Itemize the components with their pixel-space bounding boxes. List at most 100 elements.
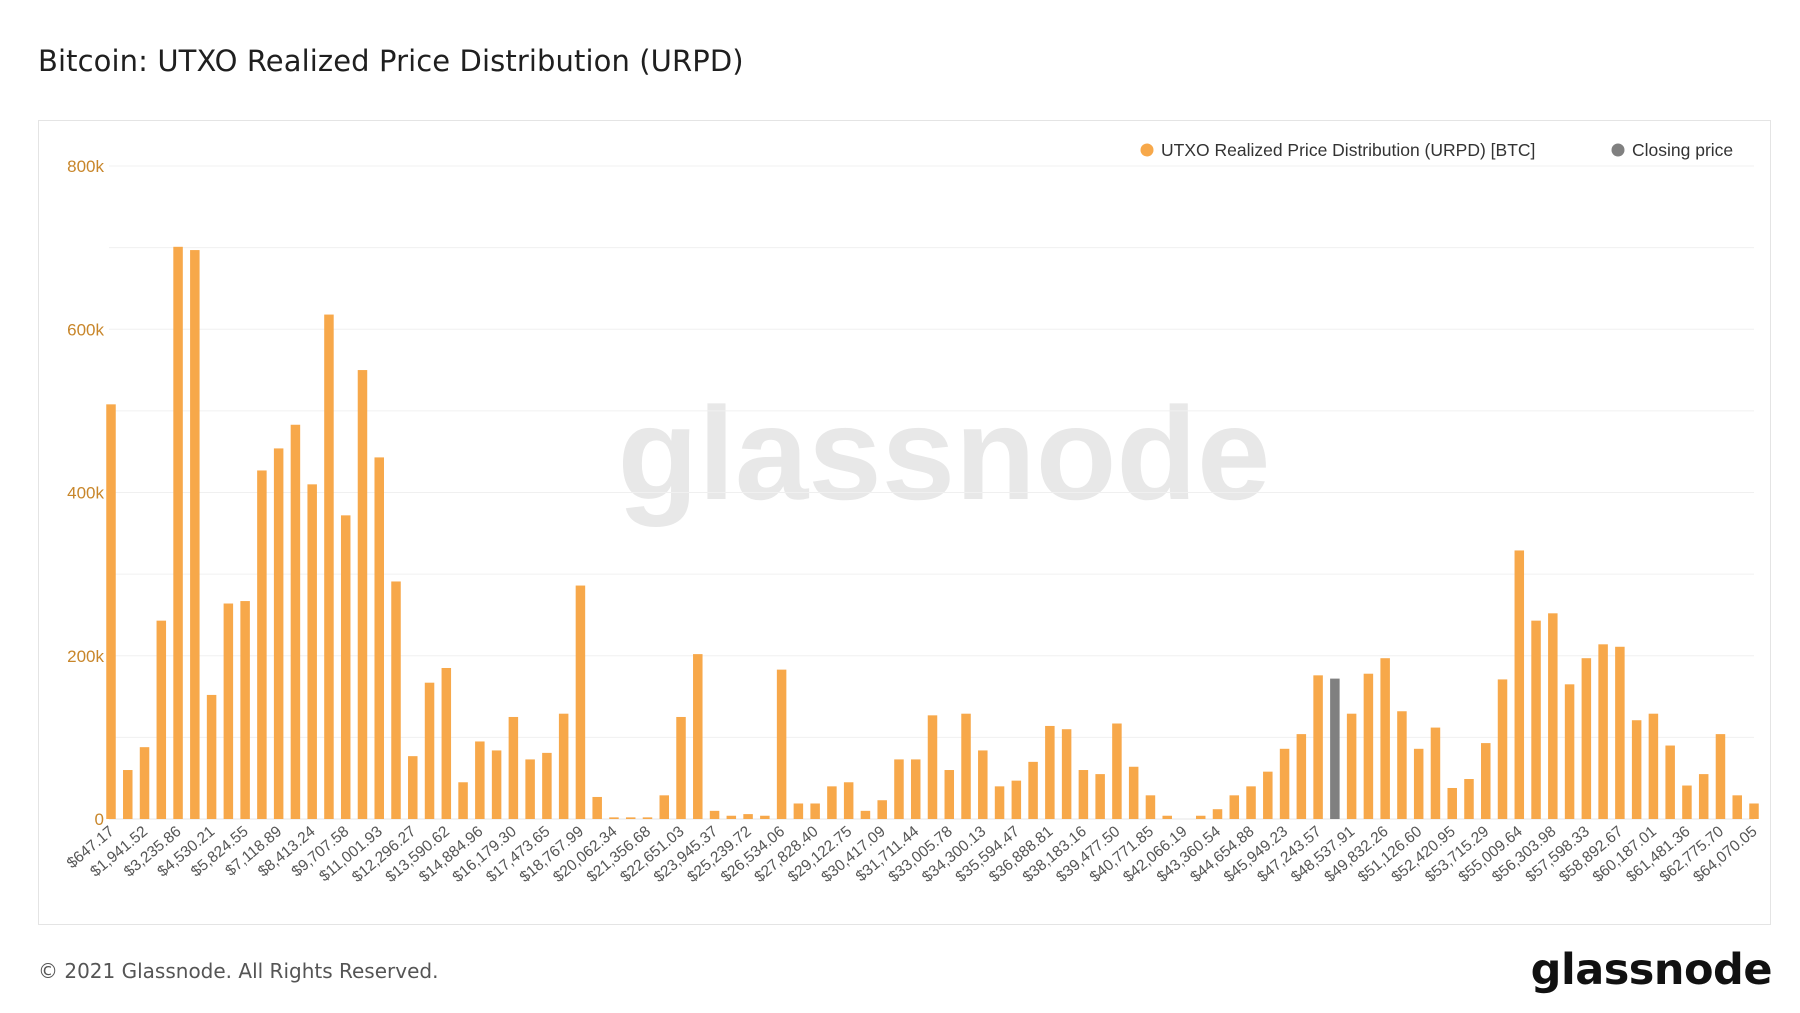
urpd-bar — [374, 457, 384, 819]
urpd-bar — [1430, 727, 1441, 819]
copyright-text: © 2021 Glassnode. All Rights Reserved. — [38, 959, 439, 983]
urpd-bar — [843, 782, 854, 819]
urpd-bar — [625, 817, 636, 819]
urpd-bar — [693, 654, 703, 819]
urpd-bar — [709, 810, 720, 819]
urpd-bar — [441, 667, 452, 819]
urpd-bar — [123, 770, 133, 819]
urpd-bar — [1397, 711, 1407, 819]
urpd-bar — [1598, 644, 1608, 819]
urpd-bar — [1665, 745, 1675, 819]
urpd-bar — [1481, 743, 1491, 819]
urpd-bar — [894, 759, 904, 819]
urpd-bar — [408, 756, 418, 819]
urpd-bar — [776, 669, 787, 819]
urpd-chart: glassnode 0 200k 400k 600k 800k $647.17$1,94… — [64, 140, 1761, 886]
urpd-bar — [106, 404, 116, 819]
urpd-bar — [558, 713, 569, 819]
urpd-bar — [1564, 684, 1575, 819]
y-tick-label: 600k — [67, 320, 104, 339]
legend-marker-urpd — [1140, 143, 1154, 157]
urpd-bar — [676, 716, 686, 819]
urpd-bar — [575, 585, 586, 819]
bars — [106, 246, 1759, 819]
urpd-bar — [223, 603, 234, 819]
urpd-bar — [1078, 770, 1089, 819]
urpd-bar — [257, 470, 267, 819]
y-tick-label: 800k — [67, 157, 104, 176]
urpd-bar — [1363, 673, 1374, 819]
urpd-bar — [1682, 785, 1692, 819]
urpd-bar — [508, 716, 519, 819]
urpd-bar — [978, 750, 988, 819]
urpd-bar — [475, 741, 485, 819]
urpd-bar — [525, 759, 535, 819]
urpd-bar — [1279, 748, 1290, 819]
urpd-bar — [156, 620, 167, 819]
glassnode-logo: glassnode — [1530, 945, 1773, 995]
legend-marker-closing-price — [1611, 143, 1625, 157]
urpd-bar — [240, 601, 250, 819]
urpd-bar — [173, 246, 183, 819]
urpd-bar — [1514, 550, 1525, 819]
urpd-bar — [424, 682, 435, 819]
urpd-bar — [1095, 774, 1105, 819]
urpd-bar — [324, 314, 334, 819]
urpd-bar — [994, 786, 1005, 819]
urpd-bar — [391, 581, 401, 819]
urpd-bar — [1548, 613, 1558, 819]
urpd-bar — [877, 800, 887, 819]
urpd-bar — [1581, 658, 1592, 819]
urpd-bar — [1045, 725, 1055, 819]
y-tick-label: 0 — [95, 810, 104, 829]
urpd-bar — [290, 424, 301, 819]
urpd-bar — [642, 817, 653, 819]
urpd-bar — [1061, 729, 1072, 819]
urpd-bar — [1296, 734, 1307, 819]
urpd-bar — [592, 796, 602, 819]
urpd-bar — [1195, 815, 1206, 819]
urpd-bar — [1447, 787, 1457, 819]
urpd-bar — [1380, 658, 1390, 819]
x-axis: $647.17$1,941.52$3,235.86$4,530.21$5,824… — [64, 823, 1761, 886]
urpd-bar — [1698, 774, 1709, 819]
urpd-bar — [1464, 779, 1474, 819]
urpd-bar — [1648, 713, 1659, 819]
watermark: glassnode — [618, 380, 1271, 527]
urpd-bar — [1749, 803, 1759, 819]
urpd-bar — [273, 448, 284, 819]
urpd-bar — [944, 770, 955, 819]
urpd-bar — [1497, 679, 1508, 819]
urpd-bar — [190, 250, 200, 819]
y-tick-label: 400k — [67, 484, 104, 503]
chart-frame: glassnode 0 200k 400k 600k 800k $647.17 $1,94… — [38, 120, 1771, 925]
urpd-bar — [1128, 766, 1139, 819]
y-tick-label: 200k — [67, 647, 104, 666]
urpd-bar — [827, 786, 837, 819]
urpd-bar — [1715, 734, 1726, 819]
urpd-bar — [760, 815, 770, 819]
urpd-bar — [1346, 713, 1357, 819]
urpd-bar — [458, 782, 468, 819]
urpd-bar — [340, 515, 351, 819]
urpd-bar — [810, 803, 820, 819]
urpd-bar — [206, 694, 217, 819]
legend-label-closing-price: Closing price — [1632, 140, 1733, 160]
urpd-bar — [1732, 795, 1742, 819]
urpd-bar — [659, 795, 670, 819]
urpd-bar — [1145, 795, 1156, 819]
urpd-bar — [1631, 720, 1642, 819]
urpd-bar — [1531, 620, 1541, 819]
urpd-bar — [1229, 795, 1240, 819]
urpd-bar — [357, 370, 368, 819]
legend: UTXO Realized Price Distribution (URPD) … — [1140, 140, 1733, 160]
urpd-bar — [139, 747, 150, 819]
urpd-bar — [1212, 809, 1223, 819]
urpd-bar — [726, 815, 737, 819]
urpd-bar — [743, 814, 753, 819]
urpd-bar — [1162, 815, 1172, 819]
urpd-bar — [609, 817, 619, 819]
page-title: Bitcoin: UTXO Realized Price Distributio… — [38, 44, 744, 78]
urpd-bar — [961, 713, 971, 819]
urpd-bar — [860, 810, 871, 819]
